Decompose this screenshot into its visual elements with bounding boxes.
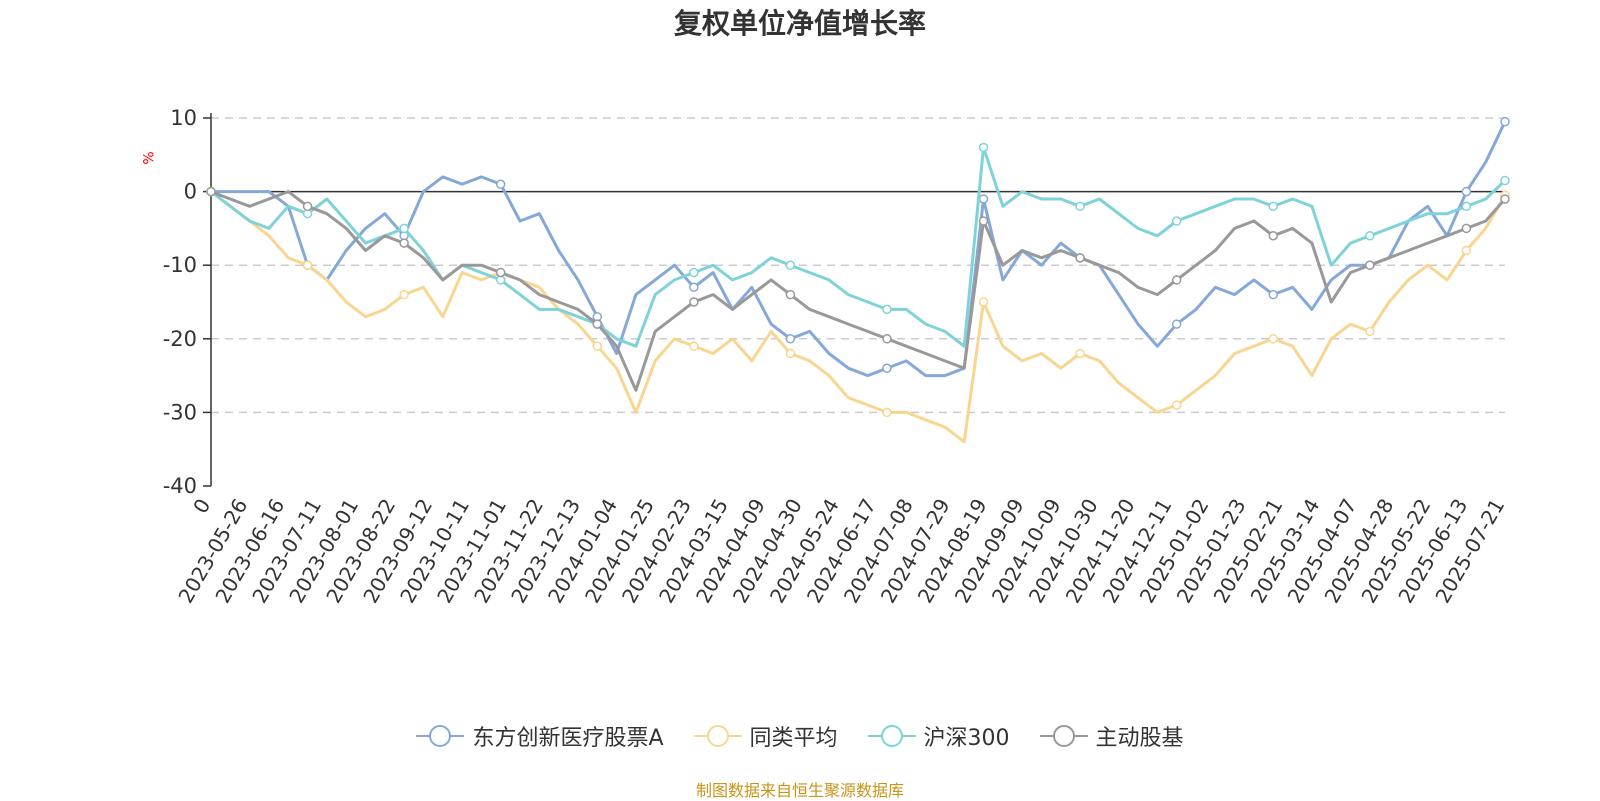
series-2-point — [1461, 245, 1472, 256]
series-4-point — [882, 334, 892, 344]
series-4-point — [495, 267, 506, 278]
legend: 东方创新医疗股票A 同类平均 沪深300 主动股基 — [0, 720, 1600, 752]
legend-item[interactable]: 主动股基 — [1039, 720, 1184, 752]
legend-item[interactable]: 沪深300 — [867, 720, 1010, 752]
series-4-point — [1075, 253, 1085, 263]
series-1-point — [1500, 116, 1510, 127]
y-tick-label: -30 — [163, 400, 197, 424]
series-2-point — [1075, 348, 1085, 359]
series-1-point — [978, 194, 989, 204]
series-2-point — [592, 341, 603, 351]
series-2-point — [399, 289, 409, 300]
series-4-point — [978, 216, 989, 226]
series-2-point — [978, 297, 989, 307]
legend-marker-icon — [1039, 725, 1088, 747]
legend-label: 东方创新医疗股票A — [472, 726, 664, 751]
series-2-point — [689, 341, 699, 351]
series-2-point — [785, 348, 796, 359]
y-tick-label: -40 — [163, 474, 197, 498]
y-tick-label: -10 — [163, 253, 197, 277]
series-4-point — [1365, 260, 1375, 270]
series-1-point — [495, 179, 506, 189]
series-2-point — [1171, 400, 1182, 410]
legend-label: 主动股基 — [1095, 726, 1184, 751]
series-3-point — [1075, 201, 1085, 212]
series-4-point — [1461, 223, 1472, 234]
legend-item[interactable]: 东方创新医疗股票A — [416, 720, 664, 752]
series-line-3 — [210, 145, 1507, 348]
series-line-4 — [210, 190, 1507, 392]
series-3-point — [882, 304, 892, 315]
series-line-1 — [211, 121, 1507, 378]
series-4-point — [689, 297, 699, 307]
series-4-point — [1171, 275, 1182, 285]
series-2-point — [1365, 326, 1375, 337]
series-1-point — [1461, 186, 1472, 197]
x-tick-label: 0 — [188, 495, 215, 518]
chart-title: 复权单位净值增长率 — [673, 7, 926, 40]
series-4-point — [399, 238, 409, 248]
y-tick-label: 10 — [170, 106, 197, 130]
series-2-point — [1268, 334, 1278, 344]
series-line-2 — [210, 190, 1507, 444]
legend-marker-icon — [416, 725, 465, 747]
series-3-point — [399, 223, 409, 234]
series-4-point — [1500, 194, 1510, 204]
series-3-point — [689, 267, 699, 278]
series-3-point — [1365, 231, 1375, 241]
series-1-point — [689, 282, 699, 293]
series-1-point — [882, 363, 892, 373]
legend-marker-icon — [867, 725, 916, 747]
data-source-note: 制图数据来自恒生聚源数据库 — [695, 781, 904, 800]
y-tick-label: -20 — [163, 327, 197, 351]
series-3-point — [978, 142, 989, 153]
series-1-point — [785, 334, 796, 344]
y-tick-label: 0 — [184, 180, 197, 204]
series-4-point — [206, 186, 216, 197]
series-3-point — [1268, 201, 1278, 212]
series-4-point — [785, 289, 796, 300]
legend-label: 沪深300 — [923, 726, 1010, 751]
series-3-point — [785, 260, 796, 270]
series-2-point — [302, 260, 313, 270]
series-4-point — [302, 201, 313, 212]
series-4-point — [592, 319, 603, 329]
legend-marker-icon — [693, 725, 742, 747]
series-1-point — [1268, 289, 1278, 300]
series-2-point — [882, 407, 892, 418]
legend-item[interactable]: 同类平均 — [693, 720, 838, 752]
series-4-point — [1268, 231, 1278, 241]
series-3-point — [1461, 201, 1472, 212]
series-3-point — [1500, 175, 1510, 186]
legend-label: 同类平均 — [749, 726, 838, 751]
series-3-point — [1171, 216, 1182, 226]
series-1-point — [1171, 319, 1182, 329]
line-chart: 100-10-20-30-4002023-05-262023-06-162023… — [163, 106, 1510, 607]
